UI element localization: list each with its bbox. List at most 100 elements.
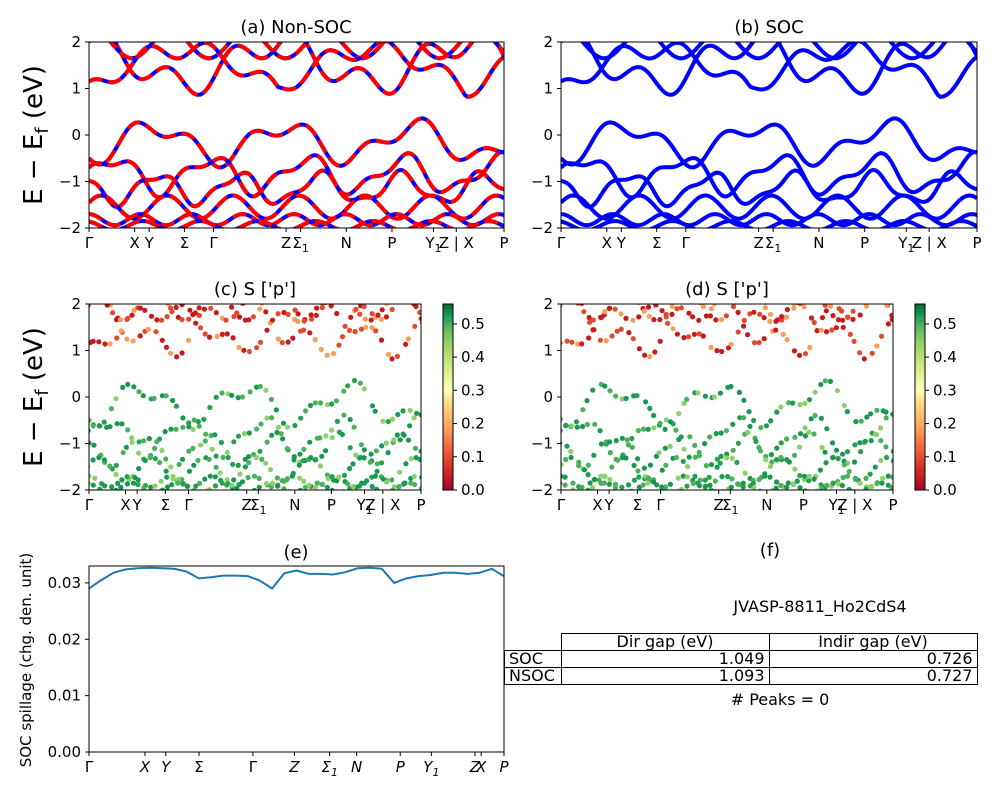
panel-d-scatter-point	[791, 304, 797, 307]
panel-d-scatter-point	[625, 442, 632, 448]
panel-d-scatter-point	[685, 464, 691, 470]
panel-d-scatter-point	[702, 441, 708, 447]
panel-d-scatter-point	[659, 467, 665, 473]
panel-d-scatter-point	[867, 471, 873, 477]
panel-c-scatter-point	[419, 412, 421, 418]
panel-d-scatter-point	[767, 463, 774, 469]
panel-d-scatter-point	[659, 308, 665, 314]
panel-c-scatter-point	[89, 440, 92, 446]
panel-d-scatter-point	[874, 407, 880, 413]
panel-c-scatter-point	[179, 456, 186, 462]
panel-c-scatter-point	[295, 318, 301, 324]
panel-d-scatter-point	[676, 296, 681, 301]
panel-d-scatter-point	[806, 397, 813, 403]
panel-d-scatter-point	[823, 308, 829, 314]
panel-c-scatter-point	[169, 309, 175, 315]
panel-d-scatter-point	[645, 304, 652, 310]
panel-e-xtick-label: Γ	[85, 758, 94, 776]
panel-c-scatter-point	[319, 453, 325, 459]
panel-c-scatter-point	[196, 305, 202, 311]
panel-c-scatter-point	[347, 445, 353, 451]
panel-d-scatter-point	[883, 444, 889, 450]
panel-c-scatter-point	[152, 456, 158, 462]
panel-c-scatter-point	[147, 291, 152, 296]
panel-d-scatter-point	[581, 309, 587, 315]
panel-b-xtick-label: Σ1	[765, 234, 781, 255]
panel-c-scatter-point	[329, 435, 335, 441]
panel-d-scatter-point	[702, 393, 709, 399]
panel-c-scatter-point	[254, 426, 260, 432]
panel-c-scatter-point	[400, 408, 406, 414]
panel-e-xtick-label: Z	[288, 758, 300, 776]
panel-c-scatter-point	[90, 457, 96, 463]
panel-d-scatter-point	[570, 294, 575, 299]
panel-c-scatter-point	[163, 456, 169, 462]
panel-c-scatter-point	[409, 298, 414, 303]
panel-d-xtick-label: Σ	[633, 496, 642, 514]
panel-d-colorbar-tick-label: 0.1	[933, 448, 957, 466]
panel-d-scatter-point	[874, 481, 880, 487]
panel-c-xtick-label: P	[416, 496, 425, 514]
panel-d-scatter-point	[623, 315, 629, 321]
panel-d-scatter-point	[768, 418, 774, 424]
panel-d-scatter-point	[834, 388, 841, 394]
panel-d-scatter-point	[850, 308, 856, 314]
panel-c-scatter-point	[131, 384, 137, 390]
panel-c-scatter-point	[297, 475, 303, 481]
panel-c-scatter-point	[186, 420, 192, 426]
panel-c-scatter-point	[412, 323, 418, 329]
panel-c-scatter-point	[348, 299, 353, 304]
panel-d-scatter-point	[615, 457, 621, 463]
panel-c-scatter-point	[104, 304, 110, 308]
panel-b-band-line	[561, 218, 977, 228]
panel-c-scatter-point	[374, 461, 380, 467]
panel-c-scatter-point	[235, 395, 241, 401]
panel-c-scatter-point	[348, 314, 354, 320]
panel-d-scatter-point	[812, 389, 818, 395]
panel-c-scatter-point	[96, 423, 102, 429]
panel-d-scatter-point	[844, 449, 851, 455]
panel-c-scatter-point	[213, 394, 219, 400]
panel-d-scatter-point	[592, 476, 598, 482]
panel-c-scatter-point	[96, 454, 102, 461]
panel-d-scatter-point	[857, 440, 863, 446]
panel-d-scatter-point	[657, 338, 663, 344]
panel-c-scatter-point	[98, 290, 103, 295]
panel-c-scatter-point	[389, 416, 395, 422]
panel-d-scatter-point	[612, 306, 618, 312]
panel-c-xtick-label: Γ	[85, 496, 94, 514]
panel-d-scatter-point	[684, 474, 690, 480]
panel-b-title: (b) SOC	[734, 17, 803, 38]
panel-c-xtick-label: Y1	[355, 496, 372, 517]
panel-d-scatter-point	[885, 473, 891, 479]
peaks-count: # Peaks = 0	[730, 690, 830, 709]
panel-d-scatter-point	[735, 440, 742, 446]
panel-d-scatter-point	[561, 416, 563, 422]
panel-d-scatter-point	[756, 340, 762, 346]
panel-b-band-line	[561, 42, 977, 97]
panel-d-scatter-point	[562, 474, 568, 480]
panel-c-scatter-point	[394, 353, 400, 359]
panel-e-ytick-label: 0.03	[48, 574, 81, 592]
panel-c-scatter-point	[361, 455, 367, 461]
panel-d-scatter-point	[586, 335, 592, 341]
panel-c-scatter-point	[407, 423, 413, 429]
panel-c-colorbar-tick-label: 0.0	[461, 481, 485, 499]
panel-d-xtick-label: X	[592, 496, 602, 514]
panel-d-scatter-point	[830, 480, 836, 486]
panel-b-xtick-label: N	[813, 234, 824, 252]
panel-c-scatter-point	[92, 475, 98, 481]
panel-e-xtick-label: N	[351, 758, 362, 776]
panel-c-scatter-point	[212, 474, 218, 480]
panel-d-scatter-point	[696, 453, 702, 459]
panel-d-scatter-point	[802, 433, 809, 439]
panel-d-scatter-point	[619, 455, 625, 461]
panel-c-scatter-point	[180, 424, 186, 430]
panel-d-scatter-point	[828, 304, 834, 310]
panel-c-scatter-point	[379, 443, 385, 449]
panel-c-scatter-point	[291, 457, 297, 463]
panel-c-scatter-point	[92, 290, 97, 295]
panel-d-scatter-point	[607, 388, 613, 394]
panel-d-scatter-point	[869, 350, 875, 356]
panel-c-scatter-point	[102, 341, 108, 347]
